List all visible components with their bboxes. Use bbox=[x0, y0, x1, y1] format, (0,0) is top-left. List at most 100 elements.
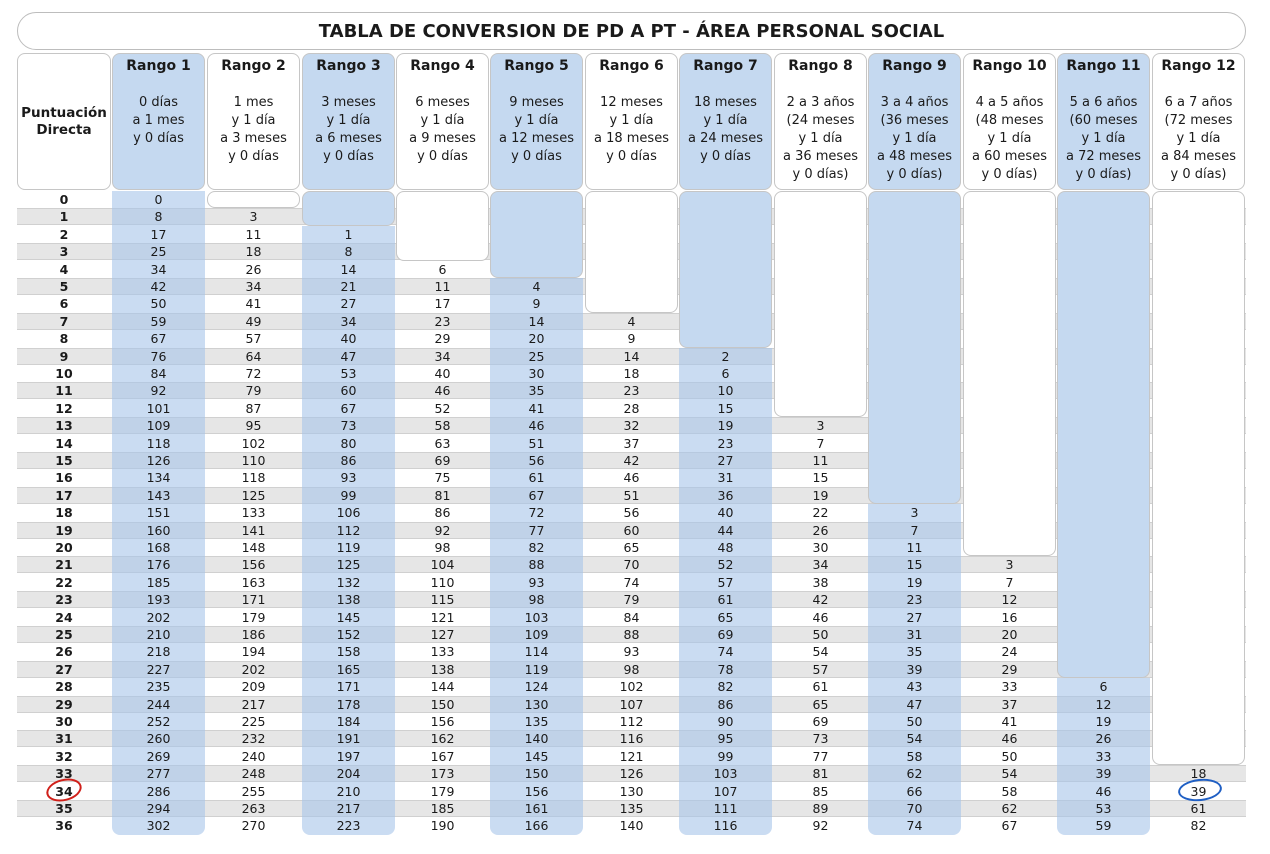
pt-cell: 191 bbox=[336, 731, 361, 747]
pt-cell: 23 bbox=[717, 435, 734, 451]
pt-cell: 115 bbox=[430, 592, 455, 608]
range-header-box bbox=[774, 53, 867, 190]
pt-cell: 232 bbox=[241, 731, 266, 747]
pt-cell: 58 bbox=[434, 418, 451, 434]
range-column-body bbox=[679, 191, 772, 348]
pt-cell: 225 bbox=[241, 714, 266, 729]
pt-cell: 202 bbox=[146, 609, 171, 625]
pt-cell: 57 bbox=[717, 574, 734, 590]
pt-cell: 58 bbox=[906, 748, 923, 764]
pt-cell: 3 bbox=[910, 505, 919, 521]
pt-cell: 44 bbox=[717, 522, 734, 538]
pt-cell: 126 bbox=[146, 453, 171, 468]
pt-cell: 145 bbox=[524, 748, 549, 764]
pt-cell: 40 bbox=[340, 331, 357, 347]
range-column-body bbox=[1152, 191, 1245, 766]
pt-cell: 210 bbox=[336, 783, 361, 799]
pt-cell: 156 bbox=[524, 783, 549, 799]
pt-cell: 84 bbox=[623, 609, 640, 625]
pt-cell: 54 bbox=[1001, 766, 1018, 782]
pt-cell: 76 bbox=[150, 348, 167, 364]
pt-cell: 8 bbox=[154, 209, 163, 225]
pt-cell: 110 bbox=[430, 574, 455, 590]
pt-cell: 80 bbox=[340, 435, 357, 451]
pt-cell: 167 bbox=[430, 748, 455, 764]
pt-cell: 69 bbox=[812, 714, 829, 729]
pt-cell: 235 bbox=[146, 679, 171, 695]
range-header-box bbox=[679, 53, 772, 190]
pt-cell: 49 bbox=[245, 313, 262, 329]
pt-cell: 179 bbox=[241, 609, 266, 625]
pt-cell: 135 bbox=[619, 801, 644, 816]
pt-cell: 34 bbox=[812, 557, 829, 573]
range-header-box bbox=[302, 53, 395, 190]
pd-value: 15 bbox=[55, 453, 73, 468]
pt-cell: 130 bbox=[524, 696, 549, 712]
range-age-description: 2 a 3 años (24 meses y 1 día a 36 meses … bbox=[783, 95, 858, 182]
pt-cell: 218 bbox=[146, 644, 171, 660]
pt-cell: 21 bbox=[340, 279, 357, 294]
pt-cell: 194 bbox=[241, 644, 266, 660]
pt-cell: 185 bbox=[430, 801, 455, 816]
pt-cell: 19 bbox=[812, 487, 829, 503]
pt-cell: 59 bbox=[150, 313, 167, 329]
pd-value: 14 bbox=[55, 435, 73, 451]
pt-cell: 109 bbox=[524, 627, 549, 642]
pd-value: 17 bbox=[55, 487, 73, 503]
pt-cell: 0 bbox=[154, 192, 163, 207]
pt-cell: 286 bbox=[146, 783, 171, 799]
pt-cell: 15 bbox=[812, 470, 829, 486]
pt-cell: 99 bbox=[340, 487, 357, 503]
pt-cell: 141 bbox=[241, 522, 266, 538]
pt-cell: 150 bbox=[430, 696, 455, 712]
pt-cell: 37 bbox=[623, 435, 640, 451]
range-column-body bbox=[396, 191, 489, 261]
pt-cell: 152 bbox=[336, 627, 361, 642]
pt-cell: 98 bbox=[434, 540, 451, 555]
pt-cell: 133 bbox=[430, 644, 455, 660]
pt-cell: 77 bbox=[812, 748, 829, 764]
pt-cell: 58 bbox=[1001, 783, 1018, 799]
pt-cell: 263 bbox=[241, 801, 266, 816]
pt-cell: 107 bbox=[713, 783, 738, 799]
pt-cell: 124 bbox=[524, 679, 549, 695]
pt-cell: 30 bbox=[812, 540, 829, 555]
pt-cell: 184 bbox=[336, 714, 361, 729]
pt-cell: 86 bbox=[340, 453, 357, 468]
pt-cell: 84 bbox=[150, 366, 167, 381]
range-name: Rango 10 bbox=[972, 58, 1047, 74]
pt-cell: 46 bbox=[623, 470, 640, 486]
pt-cell: 145 bbox=[336, 609, 361, 625]
pt-cell: 106 bbox=[336, 505, 361, 521]
pt-cell: 57 bbox=[812, 661, 829, 677]
pt-cell: 85 bbox=[812, 783, 829, 799]
pt-cell: 52 bbox=[717, 557, 734, 573]
pt-cell: 30 bbox=[528, 366, 545, 381]
pd-value: 3 bbox=[59, 244, 69, 260]
pt-cell: 35 bbox=[906, 644, 923, 660]
pt-cell: 61 bbox=[528, 470, 545, 486]
pt-cell: 57 bbox=[245, 331, 262, 347]
pt-cell: 46 bbox=[528, 418, 545, 434]
pt-cell: 148 bbox=[241, 540, 266, 555]
pt-cell: 67 bbox=[150, 331, 167, 347]
pt-cell: 217 bbox=[336, 801, 361, 816]
pt-cell: 78 bbox=[717, 661, 734, 677]
pt-cell: 119 bbox=[336, 540, 361, 555]
pt-cell: 82 bbox=[1190, 818, 1207, 834]
pt-cell: 7 bbox=[816, 435, 825, 451]
pt-cell: 138 bbox=[336, 592, 361, 608]
pt-cell: 51 bbox=[528, 435, 545, 451]
pt-cell: 260 bbox=[146, 731, 171, 747]
pt-cell: 165 bbox=[336, 661, 361, 677]
pt-cell: 18 bbox=[623, 366, 640, 381]
pt-cell: 26 bbox=[245, 261, 262, 277]
table-title: TABLA DE CONVERSION DE PD A PT - ÁREA PE… bbox=[17, 12, 1246, 50]
pt-cell: 88 bbox=[623, 627, 640, 642]
pt-cell: 98 bbox=[623, 661, 640, 677]
pt-cell: 121 bbox=[619, 748, 644, 764]
pt-cell: 103 bbox=[713, 766, 738, 782]
pt-cell: 39 bbox=[1095, 766, 1112, 782]
pd-value: 11 bbox=[55, 383, 73, 399]
pt-cell: 14 bbox=[340, 261, 357, 277]
